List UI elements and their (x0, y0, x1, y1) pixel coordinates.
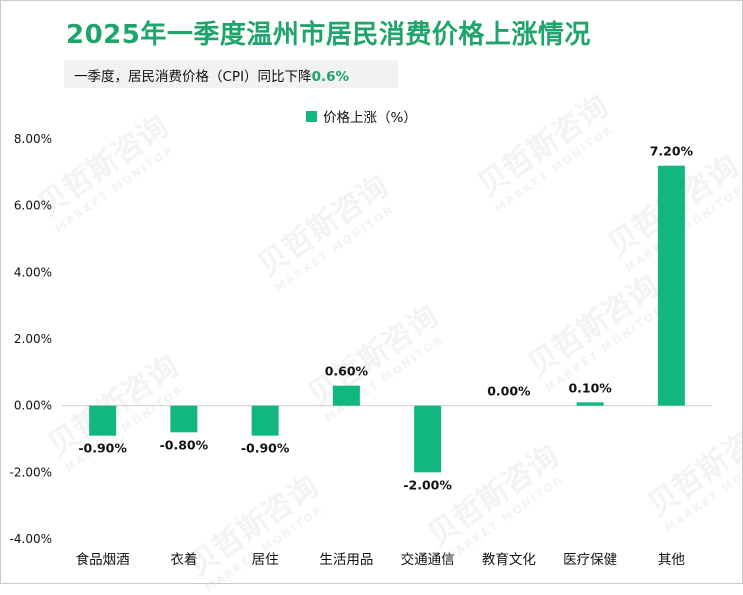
x-tick-label: 居住 (252, 552, 279, 568)
data-label: -0.90% (241, 441, 290, 456)
bar (89, 405, 117, 436)
bar (414, 405, 442, 473)
x-tick-label: 交通通信 (401, 551, 455, 568)
data-label: 0.00% (487, 384, 531, 399)
data-label: 0.60% (325, 364, 369, 379)
x-tick-label: 食品烟酒 (76, 551, 130, 568)
data-label: 0.10% (568, 380, 612, 395)
x-tick-label: 教育文化 (482, 552, 536, 568)
legend: 价格上涨（%） (306, 106, 417, 126)
x-tick-label: 生活用品 (319, 552, 373, 568)
y-tick-label: -2.00% (10, 465, 52, 479)
y-tick-label: 4.00% (14, 265, 52, 279)
data-label: 7.20% (650, 144, 694, 159)
subtitle-text: 一季度，居民消费价格（CPI）同比下降 (74, 69, 312, 85)
y-tick-label: 6.00% (14, 199, 52, 213)
bar (170, 405, 198, 433)
bar (657, 165, 685, 406)
y-tick-label: 2.00% (14, 332, 52, 346)
bar (576, 402, 604, 406)
y-tick-label: -4.00% (10, 532, 52, 546)
subtitle-box: 一季度，居民消费价格（CPI）同比下降0.6% (64, 60, 398, 88)
subtitle-highlight: 0.6% (311, 69, 350, 85)
x-tick-label: 医疗保健 (563, 552, 617, 568)
subtitle: 一季度，居民消费价格（CPI）同比下降0.6% (74, 65, 349, 85)
data-label: -0.80% (160, 437, 209, 452)
chart-title: 2025年一季度温州市居民消费价格上涨情况 (66, 20, 591, 50)
legend-swatch (306, 110, 317, 122)
data-label: -2.00% (403, 477, 452, 492)
bar (251, 405, 279, 436)
bar (332, 385, 360, 406)
y-tick-label: 8.00% (14, 132, 52, 146)
y-tick-label: 0.00% (14, 399, 52, 413)
x-tick-label: 衣着 (170, 551, 197, 568)
data-label: -0.90% (78, 441, 127, 456)
legend-label: 价格上涨（%） (323, 110, 417, 126)
x-tick-label: 其他 (658, 552, 685, 568)
